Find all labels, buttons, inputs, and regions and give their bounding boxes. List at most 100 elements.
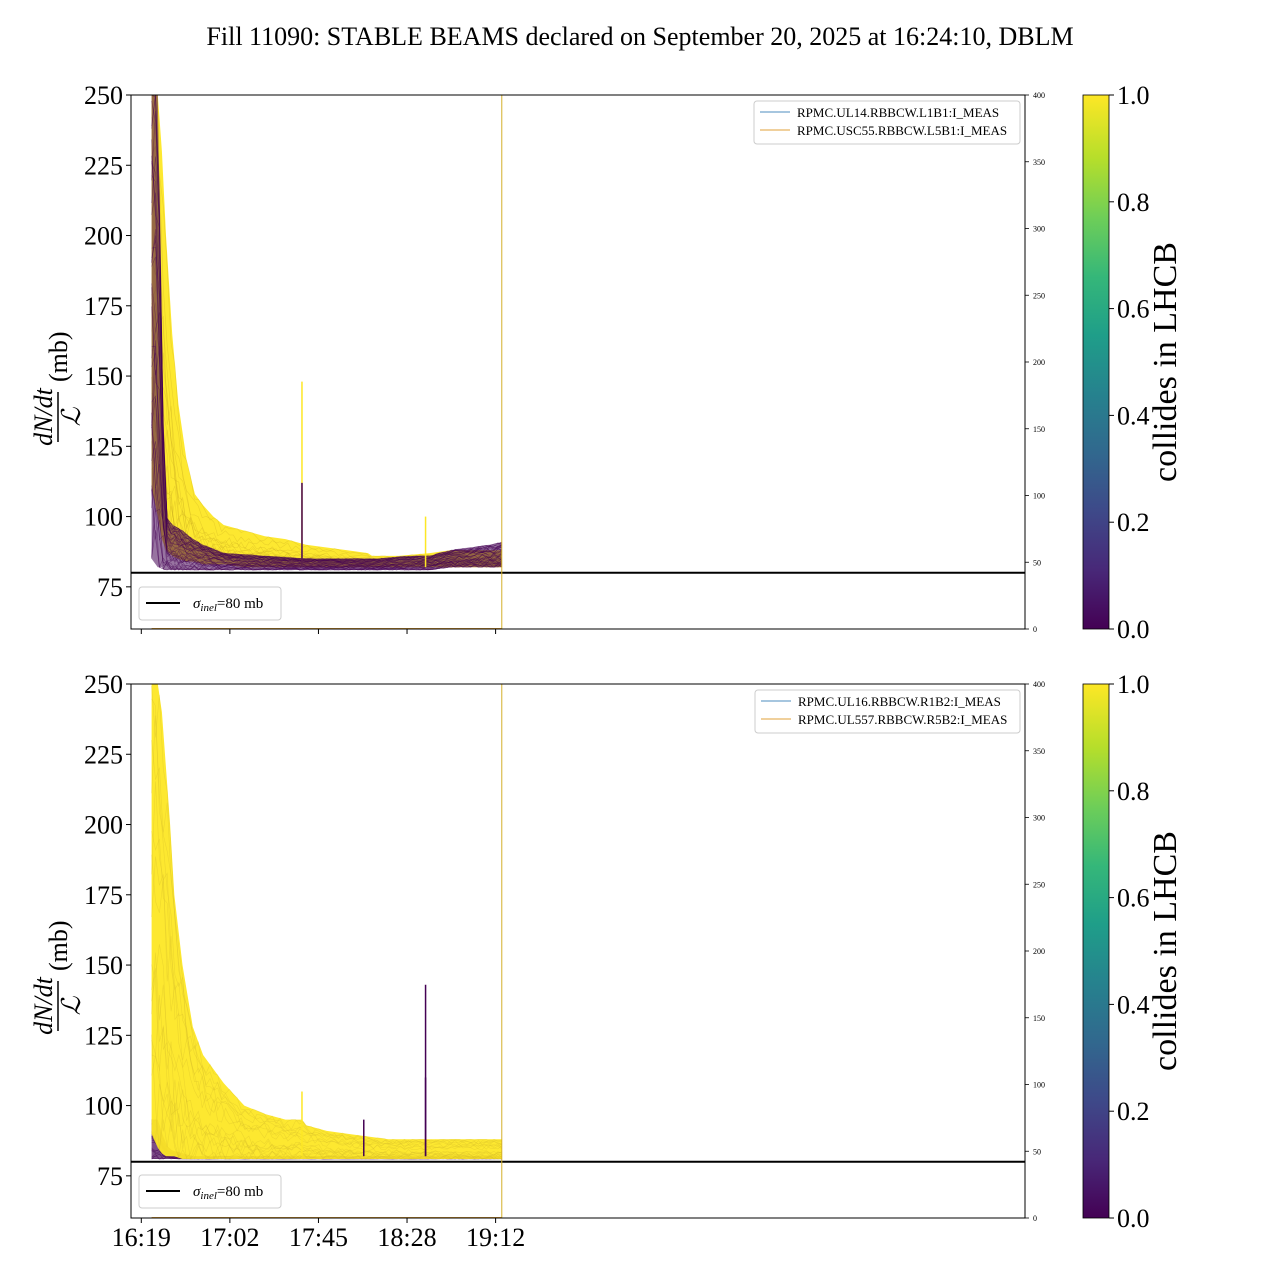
top-y-ticks: 75 100 125 150 175 200 225 250 bbox=[84, 81, 131, 602]
noncolliding-trace bbox=[151, 340, 502, 568]
colliding-trace bbox=[151, 831, 503, 1149]
noncolliding-trace bbox=[151, 488, 502, 571]
y-tick-label: 250 bbox=[84, 81, 123, 110]
noncolliding-trace bbox=[151, 139, 503, 563]
noncolliding-trace bbox=[151, 530, 502, 571]
y2-tick-label: 100 bbox=[1033, 492, 1045, 501]
noncolliding-trace bbox=[151, 175, 503, 563]
noncolliding-trace bbox=[151, 395, 502, 569]
noncolliding-trace bbox=[151, 95, 502, 561]
x-tick-label: 17:02 bbox=[200, 1223, 259, 1252]
y2-tick-label: 350 bbox=[1033, 158, 1045, 167]
top-series-legend-box bbox=[753, 100, 1021, 145]
colliding-trace bbox=[151, 117, 502, 559]
colliding-trace bbox=[151, 952, 502, 1156]
noncolliding-trace bbox=[151, 412, 502, 570]
bottom-legend-label-0: RPMC.UL16.RBBCW.R1B2:I_MEAS bbox=[798, 694, 1001, 709]
y-tick-label: 100 bbox=[84, 1092, 123, 1121]
y2-tick-label: 150 bbox=[1033, 1014, 1045, 1023]
noncolliding-trace bbox=[151, 256, 502, 565]
colliding-trace bbox=[151, 964, 502, 1157]
bottom-ylabel-unit: (mb) bbox=[44, 920, 73, 971]
y2-tick-label: 250 bbox=[1033, 880, 1045, 889]
noncolliding-trace bbox=[151, 352, 502, 568]
y-tick-label: 175 bbox=[84, 292, 123, 321]
y-tick-label: 175 bbox=[84, 881, 123, 910]
colorbar-tick-label: 0.4 bbox=[1117, 401, 1150, 430]
colliding-band bbox=[151, 95, 502, 568]
noncolliding-trace bbox=[151, 485, 502, 571]
top-colorbar: 0.0 0.2 0.4 0.6 0.8 1.0 collides in LHCB bbox=[1082, 81, 1184, 644]
bottom-colorbar-ticks: 0.0 0.2 0.4 0.6 0.8 1.0 bbox=[1109, 670, 1150, 1233]
colliding-trace bbox=[151, 740, 502, 1146]
y2-tick-label: 400 bbox=[1033, 680, 1045, 689]
noncolliding-trace bbox=[151, 95, 502, 561]
bottom-colorbar-label: collides in LHCB bbox=[1147, 831, 1184, 1071]
top-panel: 75 100 125 150 175 200 225 250 0 50 100 150 200 250 3… bbox=[29, 81, 1045, 634]
y-tick-label: 200 bbox=[84, 222, 123, 251]
noncolliding-trace bbox=[151, 346, 502, 568]
bottom-x-ticks: 16:19 17:02 17:45 18:28 19:12 bbox=[112, 1218, 525, 1252]
top-ylabel-denominator: ℒ bbox=[57, 406, 86, 426]
colorbar-tick-label: 0.6 bbox=[1117, 295, 1150, 324]
noncolliding-trace bbox=[151, 240, 502, 564]
bottom-colorbar: 0.0 0.2 0.4 0.6 0.8 1.0 collides in LHCB bbox=[1082, 670, 1184, 1233]
colliding-trace bbox=[151, 1119, 502, 1160]
bottom-overlay-layer bbox=[131, 684, 1025, 1218]
bottom-sigma-legend: σinel=80 mb bbox=[138, 1174, 282, 1209]
noncolliding-trace bbox=[151, 100, 503, 562]
y-tick-label: 200 bbox=[84, 811, 123, 840]
noncolliding-trace bbox=[151, 162, 502, 563]
bottom-sigma-symbol: σ bbox=[193, 1184, 201, 1200]
bottom-y-ticks: 75 100 125 150 175 200 225 250 bbox=[84, 670, 131, 1191]
noncolliding-trace bbox=[151, 95, 502, 561]
bottom-sigma-legend-text: σinel=80 mb bbox=[193, 1184, 263, 1202]
bottom-ylabel-numerator: dN/dt bbox=[29, 976, 58, 1035]
colorbar-tick-label: 0.4 bbox=[1117, 990, 1150, 1019]
top-series-legend: RPMC.UL14.RBBCW.L1B1:I_MEAS RPMC.USC55.R… bbox=[753, 100, 1021, 145]
figure-title: Fill 11090: STABLE BEAMS declared on Sep… bbox=[206, 22, 1073, 51]
top-ylabel-numerator: dN/dt bbox=[29, 387, 58, 446]
colliding-trace bbox=[151, 715, 502, 1145]
colorbar-tick-label: 0.8 bbox=[1117, 777, 1150, 806]
y-tick-label: 225 bbox=[84, 740, 123, 769]
y2-tick-label: 300 bbox=[1033, 225, 1045, 234]
noncolliding-trace bbox=[151, 448, 502, 570]
noncolliding-trace bbox=[151, 110, 502, 563]
y-tick-label: 150 bbox=[84, 362, 123, 391]
top-colorbar-gradient bbox=[1082, 94, 1110, 630]
colliding-trace bbox=[151, 1083, 502, 1160]
y-tick-label: 125 bbox=[84, 432, 123, 461]
top-ylabel: dN/dt ℒ (mb) bbox=[29, 331, 86, 445]
y2-tick-label: 150 bbox=[1033, 425, 1045, 434]
top-legend-label-1: RPMC.USC55.RBBCW.L5B1:I_MEAS bbox=[797, 123, 1007, 138]
colliding-trace bbox=[151, 944, 502, 1155]
noncolliding-trace bbox=[151, 508, 503, 571]
noncolliding-trace bbox=[151, 246, 502, 563]
top-overlay-layer bbox=[131, 95, 1025, 629]
top-data-layer bbox=[151, 95, 503, 629]
y-tick-label: 225 bbox=[84, 151, 123, 180]
colorbar-tick-label: 0.2 bbox=[1117, 508, 1150, 537]
bottom-sigma-subscript: inel bbox=[200, 1190, 217, 1202]
bottom-data-layer bbox=[151, 684, 503, 1218]
x-tick-label: 19:12 bbox=[466, 1223, 525, 1252]
noncolliding-trace bbox=[151, 155, 502, 562]
top-sigma-value: =80 mb bbox=[217, 596, 263, 612]
x-tick-label: 17:45 bbox=[289, 1223, 348, 1252]
colorbar-tick-label: 0.6 bbox=[1117, 884, 1150, 913]
colliding-trace bbox=[151, 698, 502, 1145]
colliding-trace bbox=[151, 854, 502, 1151]
bottom-panel: 75 100 125 150 175 200 225 250 0 50 100 150 200 250 3… bbox=[29, 670, 1045, 1252]
top-x-ticks bbox=[140, 629, 497, 634]
noncolliding-trace bbox=[151, 426, 502, 569]
y2-tick-label: 250 bbox=[1033, 291, 1045, 300]
colorbar-tick-label: 0.0 bbox=[1117, 1204, 1150, 1233]
top-sigma-legend-text: σinel=80 mb bbox=[193, 596, 263, 614]
noncolliding-trace bbox=[151, 235, 502, 565]
top-ylabel-unit: (mb) bbox=[44, 331, 73, 382]
y2-tick-label: 0 bbox=[1033, 625, 1037, 634]
y2-tick-label: 50 bbox=[1033, 558, 1041, 567]
top-colorbar-ticks: 0.0 0.2 0.4 0.6 0.8 1.0 bbox=[1109, 81, 1150, 644]
colliding-trace bbox=[151, 968, 502, 1157]
